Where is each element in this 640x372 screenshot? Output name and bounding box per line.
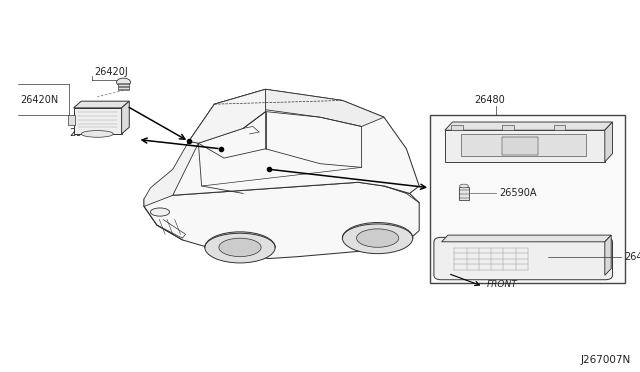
Bar (118, 83, 129, 90)
Text: 26481: 26481 (624, 252, 640, 262)
Text: 26420N: 26420N (20, 96, 59, 105)
Bar (461, 134, 586, 156)
Polygon shape (442, 235, 611, 242)
FancyBboxPatch shape (434, 237, 612, 280)
Ellipse shape (81, 131, 113, 137)
Bar (459, 187, 469, 200)
Text: J267007N: J267007N (580, 355, 630, 365)
Ellipse shape (116, 78, 131, 86)
Text: 26420J: 26420J (95, 67, 129, 77)
Polygon shape (266, 89, 384, 126)
Polygon shape (189, 89, 266, 143)
Polygon shape (74, 101, 129, 108)
Ellipse shape (342, 222, 413, 254)
Polygon shape (144, 182, 419, 259)
Polygon shape (189, 89, 266, 143)
Bar (451, 125, 463, 130)
Polygon shape (122, 101, 129, 134)
Text: 26480: 26480 (474, 95, 505, 105)
Polygon shape (173, 89, 419, 195)
Polygon shape (74, 108, 122, 134)
Bar (68, 115, 75, 125)
Polygon shape (445, 130, 605, 162)
Polygon shape (144, 141, 198, 206)
Bar (502, 125, 514, 130)
Ellipse shape (205, 232, 275, 263)
Text: 26590A: 26590A (499, 189, 537, 198)
Text: 26421N: 26421N (69, 128, 108, 138)
Bar (502, 137, 538, 155)
Ellipse shape (219, 238, 261, 257)
Ellipse shape (356, 229, 399, 247)
Ellipse shape (460, 184, 468, 188)
Polygon shape (605, 235, 611, 275)
Bar (554, 125, 565, 130)
Polygon shape (605, 122, 612, 162)
Text: FRONT: FRONT (486, 280, 517, 289)
Polygon shape (445, 122, 612, 130)
Ellipse shape (150, 208, 170, 216)
Bar (430, 115, 625, 283)
